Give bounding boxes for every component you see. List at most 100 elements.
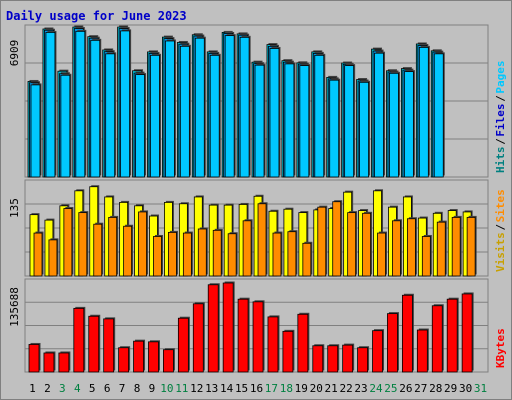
day-label-7: 7 — [119, 382, 126, 395]
bar-kbytes-day-21 — [327, 345, 339, 373]
bar-pages-day-18 — [284, 63, 295, 178]
bar-pages-day-19 — [299, 65, 310, 178]
bar-kbytes-day-13 — [207, 284, 219, 373]
bar-sites-day-15 — [242, 220, 252, 277]
bar-kbytes-day-4 — [73, 307, 85, 373]
legend-files: Files — [494, 103, 507, 136]
bar-kbytes-day-15 — [237, 298, 249, 373]
day-label-23: 23 — [354, 382, 367, 395]
day-label-24: 24 — [369, 382, 383, 395]
max-label-visits-sites: 135 — [8, 198, 21, 218]
bar-sites-day-5 — [93, 223, 103, 277]
day-label-4: 4 — [74, 382, 81, 395]
bar-kbytes-day-8 — [133, 340, 144, 373]
legend-visits: Visits — [494, 232, 507, 272]
bar-kbytes-day-12 — [192, 303, 204, 373]
day-label-28: 28 — [429, 382, 442, 395]
bar-sites-day-26 — [406, 218, 416, 277]
bar-sites-day-14 — [227, 233, 237, 277]
bar-pages-day-17 — [269, 48, 280, 178]
bar-kbytes-day-30 — [461, 293, 473, 373]
legend-pages: Pages — [494, 60, 507, 93]
day-label-5: 5 — [89, 382, 96, 395]
bar-kbytes-day-2 — [43, 352, 55, 373]
bar-sites-day-29 — [451, 216, 461, 277]
bar-sites-day-30 — [466, 216, 476, 277]
bar-kbytes-day-16 — [252, 301, 264, 373]
legend-separator: / — [494, 224, 507, 231]
bar-pages-day-6 — [105, 53, 116, 178]
day-label-31: 31 — [474, 382, 487, 395]
bar-kbytes-day-24 — [372, 330, 383, 373]
bar-pages-day-11 — [179, 45, 190, 178]
bar-sites-day-10 — [168, 231, 177, 277]
bar-pages-day-26 — [403, 71, 414, 178]
bar-sites-day-13 — [212, 229, 222, 277]
bar-pages-day-1 — [30, 84, 41, 178]
day-label-19: 19 — [295, 382, 308, 395]
bar-pages-day-3 — [60, 74, 71, 178]
day-label-26: 26 — [399, 382, 412, 395]
bar-pages-day-25 — [389, 72, 399, 178]
bar-sites-day-11 — [182, 232, 192, 277]
legend-hits: Hits — [494, 147, 507, 174]
bar-sites-day-9 — [153, 236, 162, 277]
bar-kbytes-day-29 — [446, 298, 458, 373]
bar-pages-day-13 — [209, 54, 220, 178]
bar-kbytes-day-14 — [222, 282, 234, 373]
bar-pages-day-12 — [194, 37, 205, 178]
legend-sites: Sites — [494, 189, 507, 222]
bar-pages-day-4 — [75, 30, 86, 178]
day-label-12: 12 — [190, 382, 203, 395]
bar-pages-day-5 — [90, 39, 101, 178]
legend-separator: / — [494, 95, 507, 102]
bar-kbytes-day-20 — [312, 345, 324, 373]
day-label-14: 14 — [220, 382, 234, 395]
legend-kbytes: KBytes — [494, 328, 507, 368]
day-label-25: 25 — [384, 382, 397, 395]
bar-sites-day-24 — [377, 232, 386, 277]
bar-sites-day-22 — [347, 212, 357, 277]
day-label-8: 8 — [134, 382, 141, 395]
bar-sites-day-8 — [138, 211, 147, 277]
bar-sites-day-2 — [48, 239, 58, 277]
bar-pages-day-23 — [359, 81, 369, 178]
bar-sites-day-19 — [302, 242, 312, 277]
bar-pages-day-10 — [165, 40, 175, 178]
bar-sites-day-6 — [108, 216, 118, 277]
bar-sites-day-12 — [197, 228, 207, 277]
day-label-10: 10 — [160, 382, 173, 395]
bar-kbytes-day-27 — [416, 329, 428, 373]
bar-sites-day-18 — [287, 231, 297, 277]
bar-sites-day-21 — [332, 201, 342, 277]
bar-kbytes-day-1 — [28, 344, 40, 373]
bar-sites-day-1 — [33, 232, 43, 277]
bar-kbytes-day-26 — [401, 294, 413, 373]
day-label-22: 22 — [339, 382, 352, 395]
bar-sites-day-16 — [257, 203, 267, 277]
bar-pages-day-22 — [344, 65, 355, 178]
bar-pages-day-8 — [135, 74, 145, 178]
day-label-27: 27 — [414, 382, 427, 395]
bar-kbytes-day-28 — [431, 305, 443, 373]
bar-pages-day-24 — [374, 52, 384, 178]
day-label-29: 29 — [444, 382, 457, 395]
bar-pages-day-16 — [254, 64, 265, 178]
bar-pages-day-9 — [150, 54, 160, 178]
day-label-20: 20 — [310, 382, 323, 395]
bar-kbytes-day-5 — [88, 315, 100, 373]
day-label-16: 16 — [250, 382, 263, 395]
bar-kbytes-day-19 — [297, 313, 309, 373]
bar-sites-day-27 — [421, 236, 431, 277]
bar-kbytes-day-22 — [342, 344, 354, 373]
chart-title: Daily usage for June 2023 — [6, 9, 187, 23]
bar-kbytes-day-23 — [357, 347, 368, 373]
legend-separator: / — [494, 138, 507, 145]
bar-sites-day-25 — [392, 220, 401, 277]
bar-sites-day-28 — [436, 221, 446, 277]
bar-pages-day-15 — [239, 36, 250, 178]
day-label-13: 13 — [205, 382, 218, 395]
bar-sites-day-7 — [123, 225, 133, 277]
bar-pages-day-28 — [433, 53, 444, 178]
